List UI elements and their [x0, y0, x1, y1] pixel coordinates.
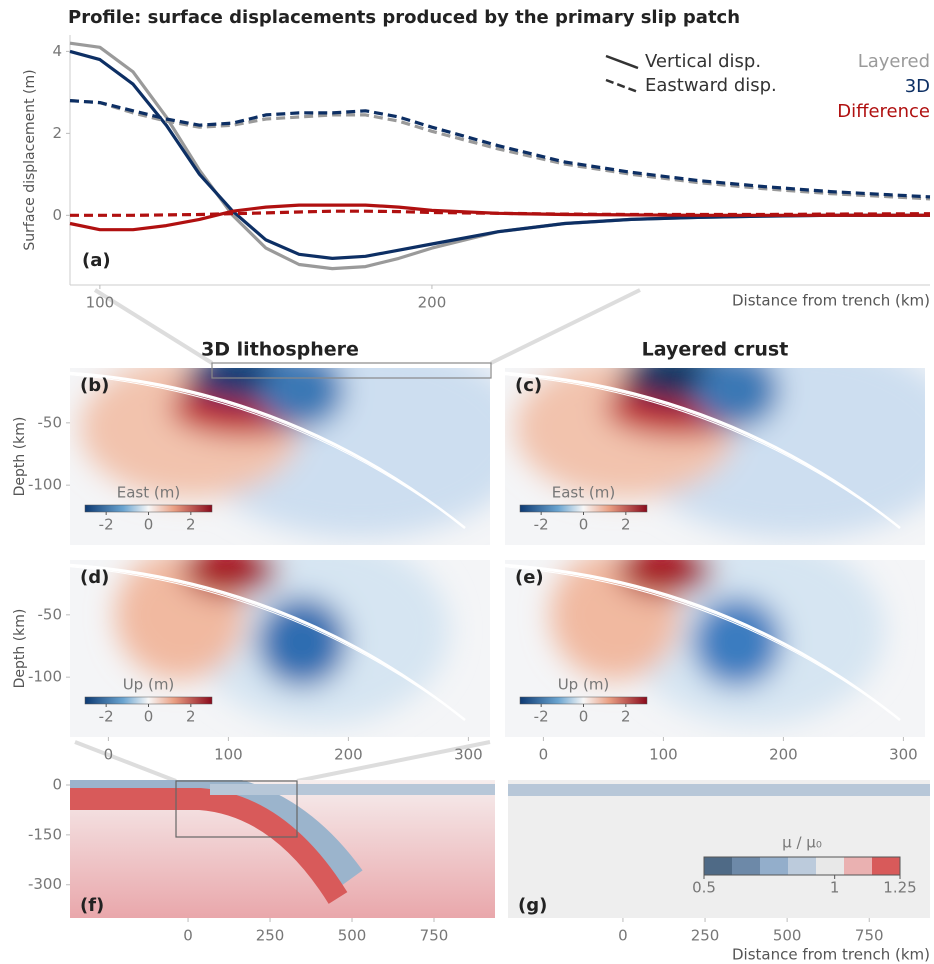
colorbar-segment	[844, 857, 872, 875]
mantle	[508, 780, 930, 918]
y-tick-label: 0	[52, 775, 62, 793]
x-tick-label: 250	[691, 927, 720, 945]
heatmap	[70, 338, 530, 545]
crust	[508, 784, 930, 796]
field-blob	[257, 597, 347, 687]
x-tick-label: 100	[214, 746, 243, 764]
x-tick-label: 100	[649, 746, 678, 764]
colorbar-segment	[704, 857, 732, 875]
colorbar-label: East (m)	[117, 484, 180, 502]
heatmap	[505, 535, 925, 737]
y-tick-label: -150	[28, 825, 62, 843]
x-tick-label: 250	[256, 927, 285, 945]
y-axis-label: Depth (km)	[12, 417, 28, 497]
colorbar	[85, 697, 212, 704]
y-tick-label: -50	[38, 413, 63, 431]
column-title: 3D lithosphere	[201, 339, 359, 361]
colorbar-tick-label: 0	[579, 516, 589, 534]
series-line	[70, 205, 930, 230]
y-tick-label: -100	[28, 476, 62, 494]
x-tick-label: 300	[889, 746, 918, 764]
series-line	[70, 101, 930, 199]
chart-title: Profile: surface displacements produced …	[68, 7, 740, 28]
colorbar-tick-label: 0	[144, 708, 154, 726]
colorbar-tick-label: 2	[621, 516, 631, 534]
panel-label: (f)	[80, 895, 104, 916]
colorbar-tick-label: 0.5	[692, 879, 716, 897]
section	[508, 780, 930, 918]
colorbar-tick-label: -2	[534, 516, 549, 534]
x-tick-label: 200	[334, 746, 363, 764]
colorbar-tick-label: 0	[144, 516, 154, 534]
legend-label: Vertical disp.	[645, 51, 761, 72]
x-tick-label: 300	[454, 746, 483, 764]
field-blob	[692, 597, 782, 687]
panel-label: (c)	[515, 375, 542, 396]
colorbar	[85, 505, 212, 512]
x-tick-label: 750	[420, 927, 449, 945]
colorbar-tick-label: 1	[830, 879, 840, 897]
series-line	[70, 51, 930, 258]
x-tick-label: 500	[773, 927, 802, 945]
colorbar-segment	[788, 857, 816, 875]
y-tick-label: 0	[52, 206, 62, 224]
colorbar-segment	[732, 857, 760, 875]
y-axis-label: Surface displacement (m)	[22, 69, 38, 250]
legend-label: Layered	[858, 51, 930, 72]
figure: Profile: surface displacements produced …	[0, 0, 934, 964]
x-axis-label: Distance from trench (km)	[732, 946, 930, 964]
colorbar-label: μ / μ₀	[782, 834, 822, 852]
colorbar-segment	[816, 857, 844, 875]
y-tick-label: -100	[28, 668, 62, 686]
colorbar	[520, 697, 647, 704]
legend-label: 3D	[905, 76, 930, 97]
x-tick-label: 0	[618, 927, 628, 945]
y-tick-label: -50	[38, 605, 63, 623]
y-tick-label: 2	[52, 124, 62, 142]
colorbar-segment	[760, 857, 788, 875]
series-line	[70, 43, 930, 268]
colorbar-tick-label: -2	[99, 708, 114, 726]
panel-label: (e)	[515, 567, 544, 588]
x-tick-label: 750	[855, 927, 884, 945]
y-tick-label: 4	[52, 42, 62, 60]
legend-swatch	[606, 56, 638, 68]
colorbar	[520, 505, 647, 512]
x-tick-label: 0	[183, 927, 193, 945]
heatmap	[70, 535, 490, 737]
colorbar-tick-label: -2	[99, 516, 114, 534]
x-tick-label: 0	[539, 746, 549, 764]
heatmap	[505, 338, 934, 545]
legend-swatch	[606, 80, 638, 92]
panel-label: (a)	[82, 250, 111, 271]
x-tick-label: 500	[338, 927, 367, 945]
panel-label: (b)	[80, 375, 109, 396]
colorbar-tick-label: 2	[621, 708, 631, 726]
y-axis-label: Depth (km)	[12, 609, 28, 689]
panel-label: (d)	[80, 567, 109, 588]
column-title: Layered crust	[642, 339, 789, 361]
colorbar-segment	[872, 857, 900, 875]
colorbar-label: East (m)	[552, 484, 615, 502]
y-tick-label: -300	[28, 875, 62, 893]
legend-label: Eastward disp.	[645, 75, 777, 96]
colorbar-label: Up (m)	[123, 676, 175, 694]
x-tick-label: 200	[418, 294, 447, 312]
x-tick-label: 100	[86, 294, 115, 312]
x-axis-label: Distance from trench (km)	[732, 292, 930, 310]
colorbar-tick-label: -2	[534, 708, 549, 726]
colorbar-tick-label: 2	[186, 516, 196, 534]
x-tick-label: 200	[769, 746, 798, 764]
colorbar-label: Up (m)	[558, 676, 610, 694]
panel-label: (g)	[518, 895, 547, 916]
x-tick-label: 0	[104, 746, 114, 764]
colorbar-tick-label: 2	[186, 708, 196, 726]
colorbar-tick-label: 0	[579, 708, 589, 726]
colorbar-tick-label: 1.25	[883, 879, 916, 897]
legend-label: Difference	[837, 101, 930, 122]
